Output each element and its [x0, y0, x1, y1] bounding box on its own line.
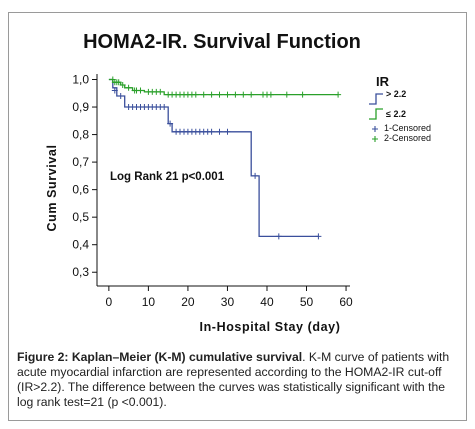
series-2-censor-mark: [283, 91, 290, 98]
y-tick-label: 0,5: [72, 210, 89, 224]
y-tick-label: 0,7: [72, 155, 89, 169]
series-2-censor-mark: [299, 91, 306, 98]
series-1-censor-mark: [111, 87, 118, 94]
legend-censor-high-ir-icon: [372, 126, 378, 132]
legend-label-censored-2: 2-Censored: [384, 133, 431, 143]
figure-frame: [8, 12, 467, 421]
legend-label-censored-1: 1-Censored: [384, 123, 431, 133]
series-1-censor-mark: [208, 128, 215, 135]
legend-swatch-low-ir: [369, 108, 383, 120]
series-2-censor-mark: [119, 82, 126, 88]
chart-title: HOMA2-IR. Survival Function: [83, 31, 361, 53]
legend-label-low-ir: ≤ 2.2: [386, 109, 406, 119]
log-rank-annotation: Log Rank 21 p<0.001: [110, 171, 225, 183]
series-2-censor-mark: [192, 91, 199, 98]
y-tick-label: 0,6: [72, 183, 89, 197]
figure-caption: Figure 2: Kaplan–Meier (K-M) cumulative …: [17, 350, 459, 410]
y-tick-label: 0,8: [72, 128, 89, 142]
series-2-censor-mark: [125, 84, 132, 91]
x-tick-label: 60: [339, 295, 353, 309]
x-tick-label: 50: [300, 295, 314, 309]
caption-label: Figure 2: Kaplan–Meier (K-M) cumulative …: [17, 350, 303, 364]
series-1-censor-mark: [252, 172, 259, 179]
legend-title: IR: [376, 74, 390, 89]
series-layer: [108, 76, 342, 240]
series-1-step-line: [108, 78, 319, 238]
series-2-censor-mark: [232, 91, 239, 98]
y-tick-label: 1,0: [72, 73, 89, 87]
series-1-censor-mark: [161, 104, 168, 110]
axes: 0,3 0,4 0,5 0,6 0,7 0,8 0,9 1,0 0 10 20 30 40 50 60: [72, 73, 353, 309]
series-1-censor-mark: [224, 128, 231, 135]
y-tick-label: 0,9: [72, 100, 89, 114]
x-tick-label: 0: [106, 295, 113, 309]
series-2-censor-mark: [216, 91, 223, 98]
legend-label-high-ir: > 2.2: [386, 89, 406, 99]
km-chart: HOMA2-IR. Survival Function Cum Survival…: [45, 31, 431, 334]
series-2-step-line: [108, 78, 339, 96]
series-2-censor-mark: [157, 88, 164, 95]
caption-text: . K-M curve of patients with acute myoca…: [17, 350, 450, 409]
y-tick-label: 0,3: [72, 265, 89, 279]
series-2-censor-mark: [115, 79, 122, 86]
series-1-censor-mark: [216, 128, 223, 135]
x-tick-label: 20: [181, 295, 195, 309]
x-axis-label: In-Hospital Stay (day): [200, 320, 341, 334]
series-2-censor-mark: [335, 91, 342, 98]
series-2-censor-mark: [224, 91, 231, 98]
x-tick-label: 10: [142, 295, 156, 309]
series-2-censor-mark: [208, 91, 215, 98]
x-tick-label: 30: [221, 295, 235, 309]
y-tick-label: 0,4: [72, 238, 89, 252]
legend: IR > 2.2 ≤ 2.2 1-Censored 2-Censored: [369, 74, 431, 143]
legend-censor-low-ir-icon: [372, 136, 378, 142]
series-2-censor-mark: [240, 91, 247, 98]
series-1-censor-mark: [275, 233, 282, 240]
series-1-censor-mark: [117, 93, 124, 99]
series-1-censor-mark: [167, 120, 174, 127]
y-axis-label: Cum Survival: [45, 144, 59, 231]
series-1-censor-mark: [315, 233, 322, 240]
series-2-censor-mark: [200, 91, 207, 98]
series-2-censor-mark: [137, 87, 144, 94]
series-2-censor-mark: [267, 91, 274, 98]
x-tick-label: 40: [260, 295, 274, 309]
series-2-censor-mark: [248, 91, 255, 98]
legend-swatch-high-ir: [369, 93, 383, 105]
